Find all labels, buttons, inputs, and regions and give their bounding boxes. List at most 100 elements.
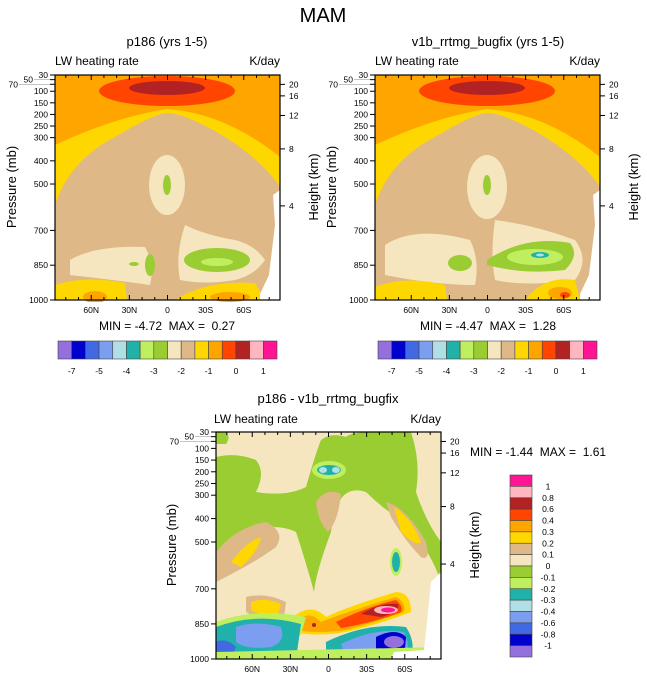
pressure-tick-label: 500 bbox=[195, 537, 209, 547]
pressure-tick-label: 700 bbox=[34, 225, 48, 235]
colorbar-box bbox=[583, 340, 598, 360]
colorbar-label: -0.1 bbox=[541, 572, 556, 582]
min-max-stats: MIN = -4.72 MAX = 0.27 bbox=[99, 319, 235, 333]
pressure-tick-label: 1000 bbox=[190, 654, 209, 664]
pressure-tick-label: 150 bbox=[195, 455, 209, 465]
colorbar-box bbox=[153, 340, 168, 360]
left-string: LW heating rate bbox=[214, 412, 298, 426]
colorbar-label: 0 bbox=[546, 561, 551, 571]
height-tick-label: 12 bbox=[450, 468, 460, 478]
colorbar-label: -0.8 bbox=[541, 629, 556, 639]
colorbar-label: -2 bbox=[497, 366, 505, 376]
colorbar-label: -3 bbox=[470, 366, 478, 376]
pressure-tick-label: 30 bbox=[39, 70, 49, 80]
pressure-tick-label: 30 bbox=[359, 70, 369, 80]
colorbar-label: 1 bbox=[261, 366, 266, 376]
lat-tick-label: 60N bbox=[244, 664, 260, 674]
contour-field bbox=[55, 75, 280, 302]
pressure-tick-label: 700 bbox=[195, 584, 209, 594]
min-max-stats: MIN = -4.47 MAX = 1.28 bbox=[420, 319, 556, 333]
pressure-tick-label: 400 bbox=[34, 156, 48, 166]
colorbar-box bbox=[509, 565, 533, 578]
pressure-tick-label: 200 bbox=[195, 467, 209, 477]
colorbar-box bbox=[98, 340, 114, 360]
colorbar-label: -5 bbox=[95, 366, 103, 376]
pressure-tick-label: 500 bbox=[34, 179, 48, 189]
colorbar-box bbox=[528, 340, 543, 360]
colorbar-box bbox=[221, 340, 237, 360]
colorbar-box bbox=[432, 340, 447, 360]
figure-title: MAM bbox=[300, 5, 347, 27]
colorbar-box bbox=[509, 622, 533, 635]
colorbar-box bbox=[71, 340, 86, 360]
colorbar-box bbox=[167, 340, 182, 360]
units-string: K/day bbox=[410, 412, 441, 426]
colorbar-label: 0 bbox=[234, 366, 239, 376]
contour-field bbox=[216, 432, 441, 659]
height-tick-label: 4 bbox=[609, 201, 614, 211]
height-tick-label: 8 bbox=[289, 144, 294, 154]
colorbar-box bbox=[208, 340, 223, 360]
pressure-tick-label: 1000 bbox=[29, 295, 48, 305]
panel-title: p186 - v1b_rrtmg_bugfix bbox=[258, 391, 399, 406]
colorbar-box bbox=[487, 340, 502, 360]
colorbar-label: -4 bbox=[443, 366, 451, 376]
colorbar-box bbox=[509, 486, 533, 499]
height-tick-label: 20 bbox=[609, 79, 619, 89]
colorbar-box bbox=[500, 340, 516, 360]
colorbar-label: -1 bbox=[205, 366, 213, 376]
colorbar-box bbox=[180, 340, 196, 360]
colorbar-label: 0.2 bbox=[542, 538, 554, 548]
y-axis-label: Pressure (mb) bbox=[4, 146, 19, 228]
colorbar-label: -1 bbox=[525, 366, 533, 376]
colorbar-box bbox=[139, 340, 155, 360]
pressure-tick-label: 700 bbox=[354, 225, 368, 235]
colorbar-box bbox=[126, 340, 141, 360]
pressure-tick-label: 150 bbox=[34, 98, 48, 108]
height-tick-label: 12 bbox=[289, 110, 299, 120]
lat-tick-label: 30N bbox=[442, 305, 458, 315]
colorbar-top-left: -7 -5 -4 -3 -2 -1 0 1 bbox=[57, 340, 278, 376]
colorbar-box bbox=[459, 340, 475, 360]
colorbar-label: 0.8 bbox=[542, 493, 554, 503]
colorbar-box bbox=[405, 340, 420, 360]
lat-tick-label: 0 bbox=[165, 305, 170, 315]
pressure-tick-label: 850 bbox=[195, 619, 209, 629]
height-tick-label: 8 bbox=[609, 144, 614, 154]
units-string: K/day bbox=[569, 54, 600, 68]
left-string: LW heating rate bbox=[375, 54, 459, 68]
colorbar-box bbox=[509, 531, 533, 544]
left-string: LW heating rate bbox=[55, 54, 139, 68]
colorbar-label: 0.1 bbox=[542, 550, 554, 560]
pressure-tick-label: 200 bbox=[34, 109, 48, 119]
colorbar-box bbox=[57, 340, 72, 360]
pressure-tick-label: 250 bbox=[195, 478, 209, 488]
pressure-tick-label: 70 bbox=[329, 79, 339, 89]
colorbar-label: 1 bbox=[546, 481, 551, 491]
y-axis-label-right: Height (km) bbox=[306, 153, 321, 220]
colorbar-label: -0.6 bbox=[541, 618, 556, 628]
y-axis-label-right: Height (km) bbox=[467, 511, 482, 578]
min-max-stats: MIN = -1.44 MAX = 1.61 bbox=[470, 445, 606, 459]
colorbar-label: -7 bbox=[68, 366, 76, 376]
colorbar-label: -2 bbox=[177, 366, 185, 376]
y-axis-label-right: Height (km) bbox=[626, 153, 641, 220]
height-tick-label: 16 bbox=[609, 91, 619, 101]
height-tick-label: 20 bbox=[289, 79, 299, 89]
pressure-tick-label: 250 bbox=[34, 121, 48, 131]
colorbar-box bbox=[555, 340, 570, 360]
colorbar-box bbox=[509, 599, 533, 612]
colorbar-label: 1 bbox=[581, 366, 586, 376]
pressure-tick-label: 70 bbox=[9, 79, 19, 89]
colorbar-box bbox=[509, 542, 533, 555]
colorbar-box bbox=[235, 340, 250, 360]
pressure-tick-label: 100 bbox=[354, 86, 368, 96]
pressure-tick-label: 850 bbox=[34, 260, 48, 270]
colorbar-box bbox=[418, 340, 434, 360]
pressure-tick-label: 300 bbox=[34, 133, 48, 143]
height-tick-label: 8 bbox=[450, 502, 455, 512]
colorbar-box bbox=[509, 645, 533, 658]
